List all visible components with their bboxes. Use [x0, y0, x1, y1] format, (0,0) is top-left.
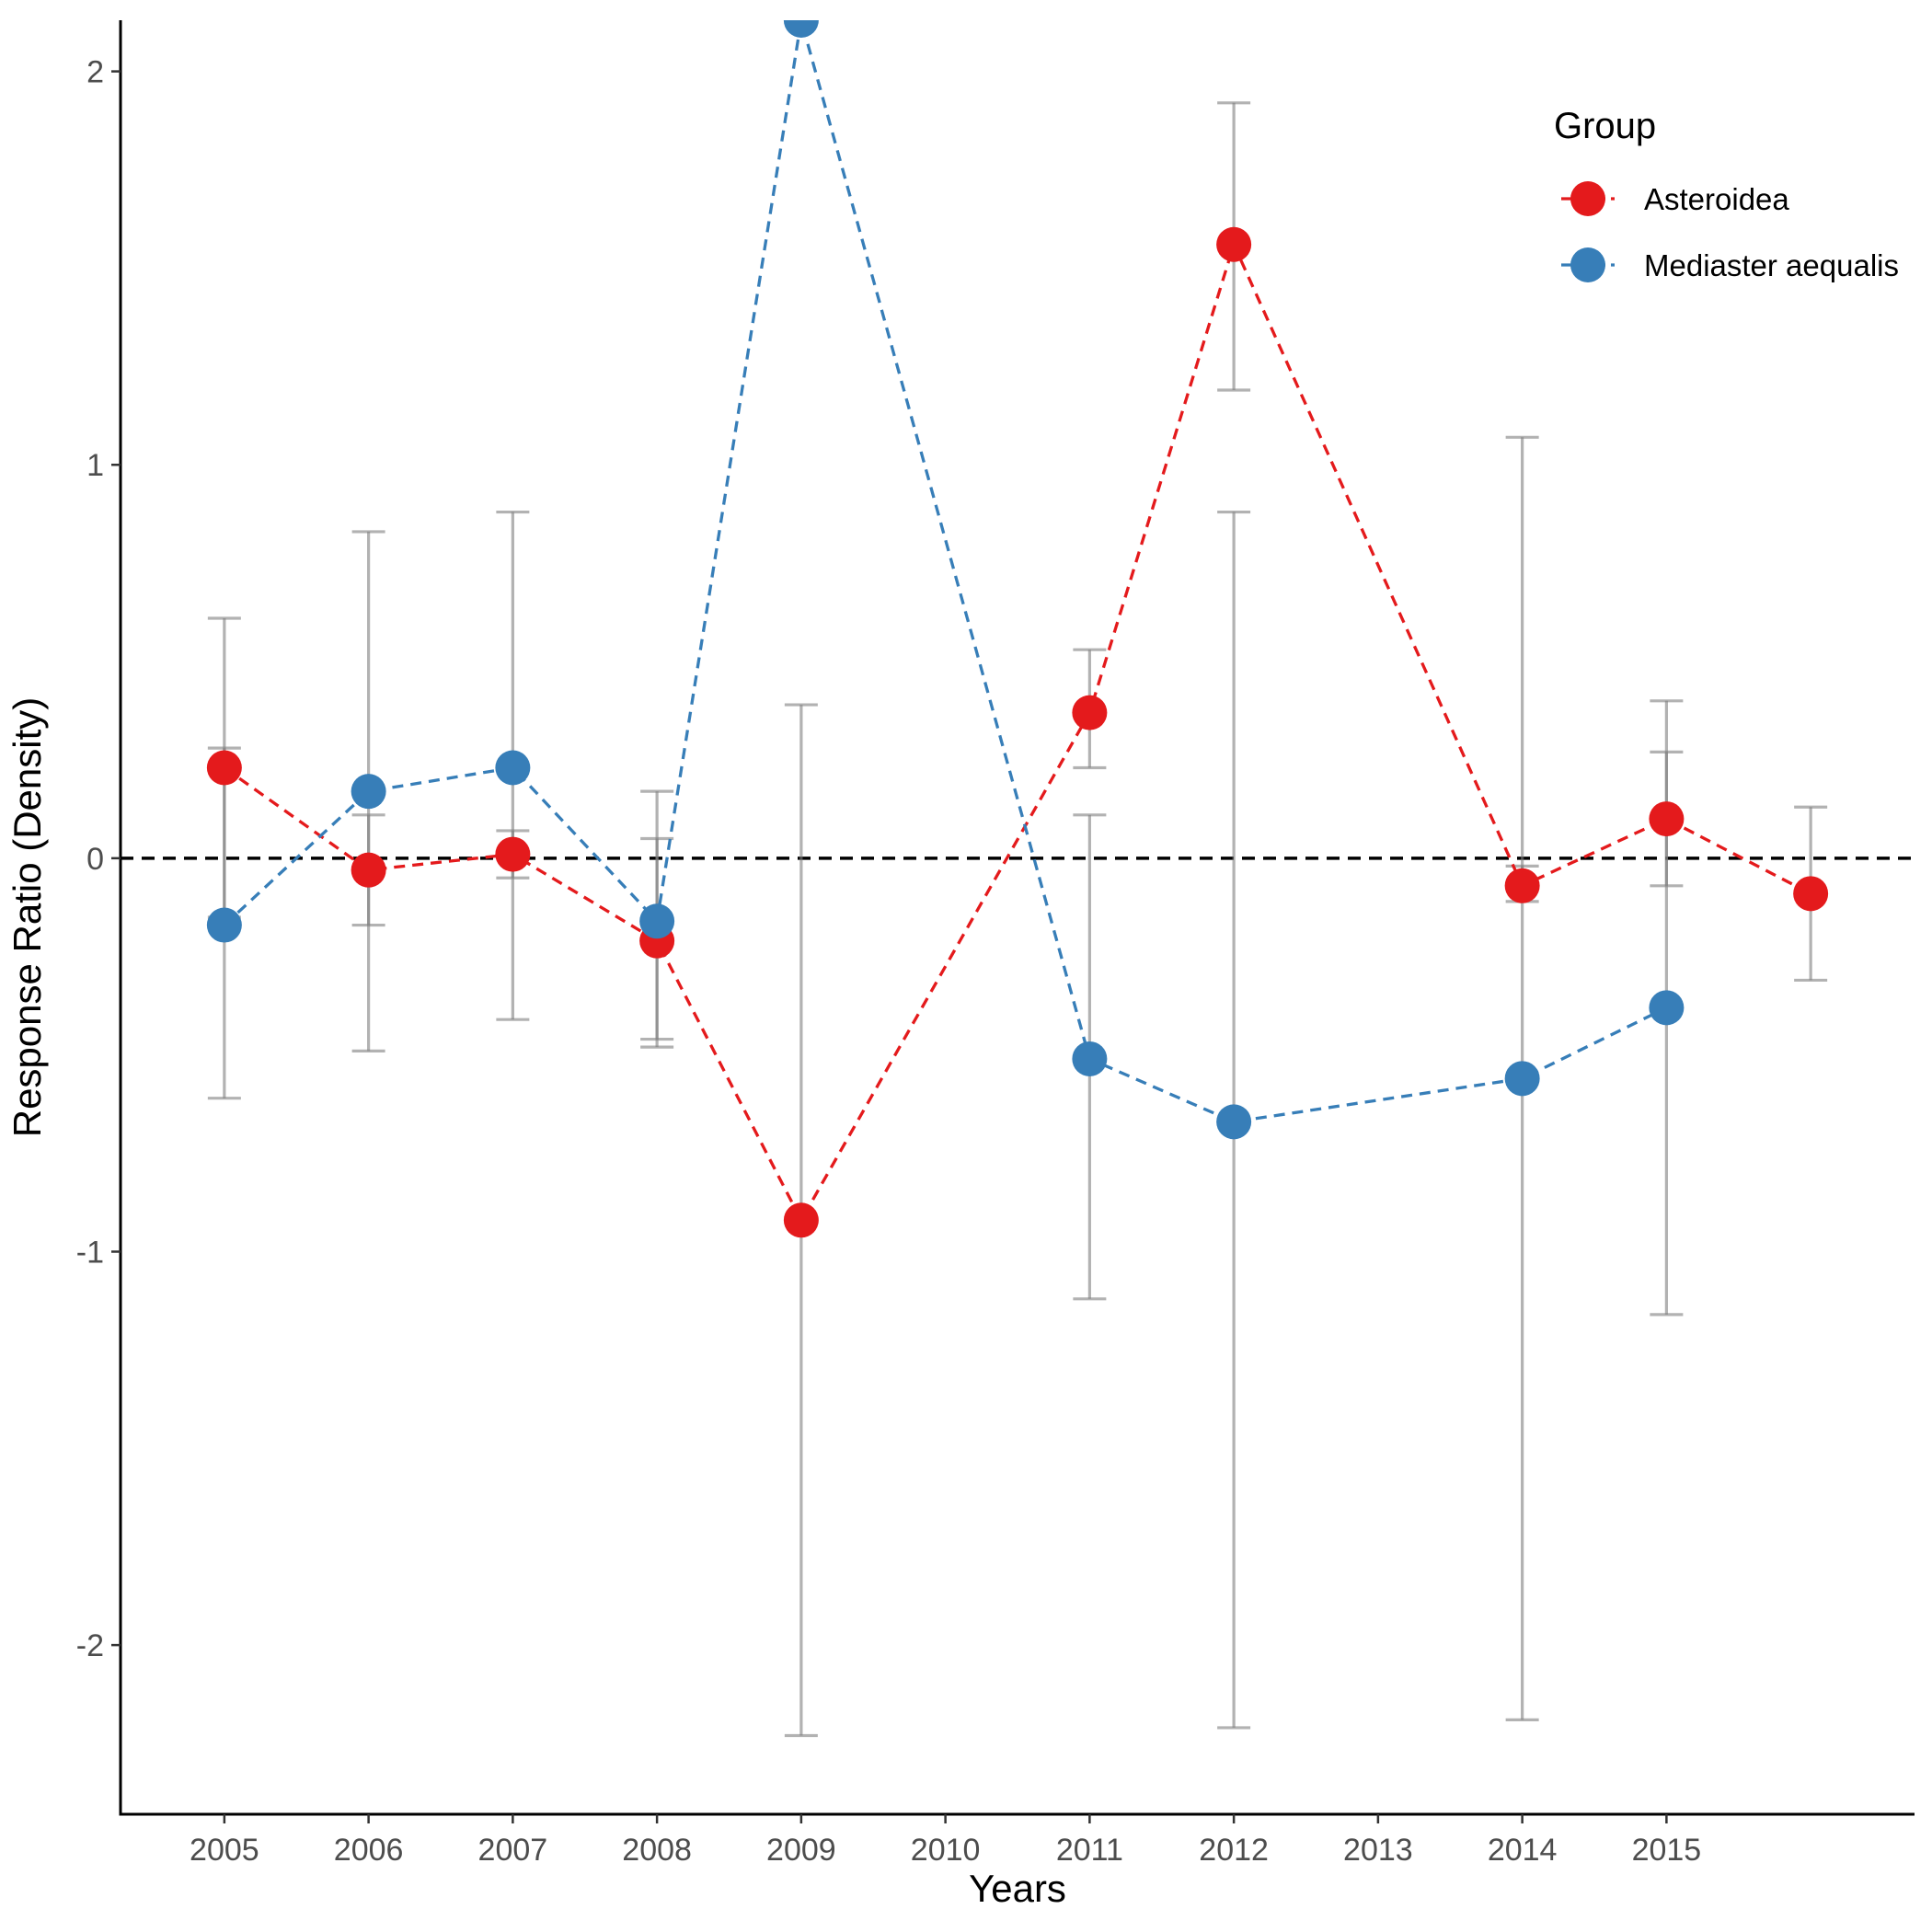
series-lines-layer [223, 20, 1811, 1224]
y-tick-label: 1 [86, 448, 104, 483]
data-point-mediaster-aequalis [1072, 1041, 1108, 1076]
legend-label: Mediaster aequalis [1644, 248, 1899, 282]
y-tick-label: -2 [76, 1628, 104, 1663]
series-points-layer [206, 20, 1829, 1238]
data-point-asteroidea [351, 852, 386, 888]
x-tick-label: 2013 [1343, 1833, 1413, 1868]
series-line-mediaster-aequalis [223, 20, 1668, 1124]
y-tick-label: 2 [86, 55, 104, 90]
data-point-asteroidea [1216, 226, 1252, 262]
data-point-asteroidea [1072, 695, 1108, 730]
data-point-asteroidea [1793, 876, 1829, 912]
legend-key-point [1570, 247, 1605, 282]
data-point-asteroidea [1504, 868, 1540, 903]
data-point-mediaster-aequalis [1216, 1104, 1252, 1140]
legend: Group Asteroidea Mediaster aequalis [1554, 106, 1899, 282]
data-point-asteroidea [783, 1202, 819, 1238]
x-axis-title: Years [969, 1867, 1066, 1910]
x-tick-label: 2012 [1199, 1833, 1269, 1868]
x-tick-label: 2015 [1632, 1833, 1702, 1868]
x-tick-label: 2014 [1488, 1833, 1558, 1868]
error-bars-layer [207, 101, 1828, 1738]
data-point-mediaster-aequalis [206, 907, 242, 943]
legend-key-point [1570, 181, 1605, 216]
x-tick-label: 2011 [1056, 1833, 1123, 1868]
x-tick-label: 2009 [766, 1833, 836, 1868]
legend-item: Asteroidea [1561, 181, 1789, 216]
data-point-asteroidea [1649, 801, 1685, 837]
data-point-mediaster-aequalis [783, 20, 819, 38]
legend-item: Mediaster aequalis [1561, 247, 1899, 282]
data-point-mediaster-aequalis [1504, 1061, 1540, 1097]
axes-layer: 2005 2006 2007 2008 2009 2010 2011 2012 2013 2014… [76, 20, 1915, 1868]
x-tick-label: 2008 [622, 1833, 692, 1868]
x-tick-label: 2007 [478, 1833, 548, 1868]
series-line-asteroidea [223, 240, 1811, 1224]
x-tick-label: 2005 [190, 1833, 259, 1868]
legend-label: Asteroidea [1644, 182, 1789, 216]
legend-items: Asteroidea Mediaster aequalis [1561, 181, 1899, 282]
x-tick-label: 2010 [911, 1833, 981, 1868]
data-point-asteroidea [495, 836, 531, 872]
data-point-mediaster-aequalis [495, 750, 531, 786]
y-tick-label: -1 [76, 1235, 104, 1270]
y-tick-label: 0 [86, 842, 104, 877]
y-axis-title: Response Ratio (Density) [6, 697, 49, 1138]
data-point-asteroidea [206, 750, 242, 786]
data-point-mediaster-aequalis [639, 903, 675, 939]
data-point-mediaster-aequalis [1649, 990, 1685, 1026]
x-tick-label: 2006 [334, 1833, 404, 1868]
data-point-mediaster-aequalis [351, 774, 386, 810]
legend-title: Group [1554, 106, 1656, 146]
